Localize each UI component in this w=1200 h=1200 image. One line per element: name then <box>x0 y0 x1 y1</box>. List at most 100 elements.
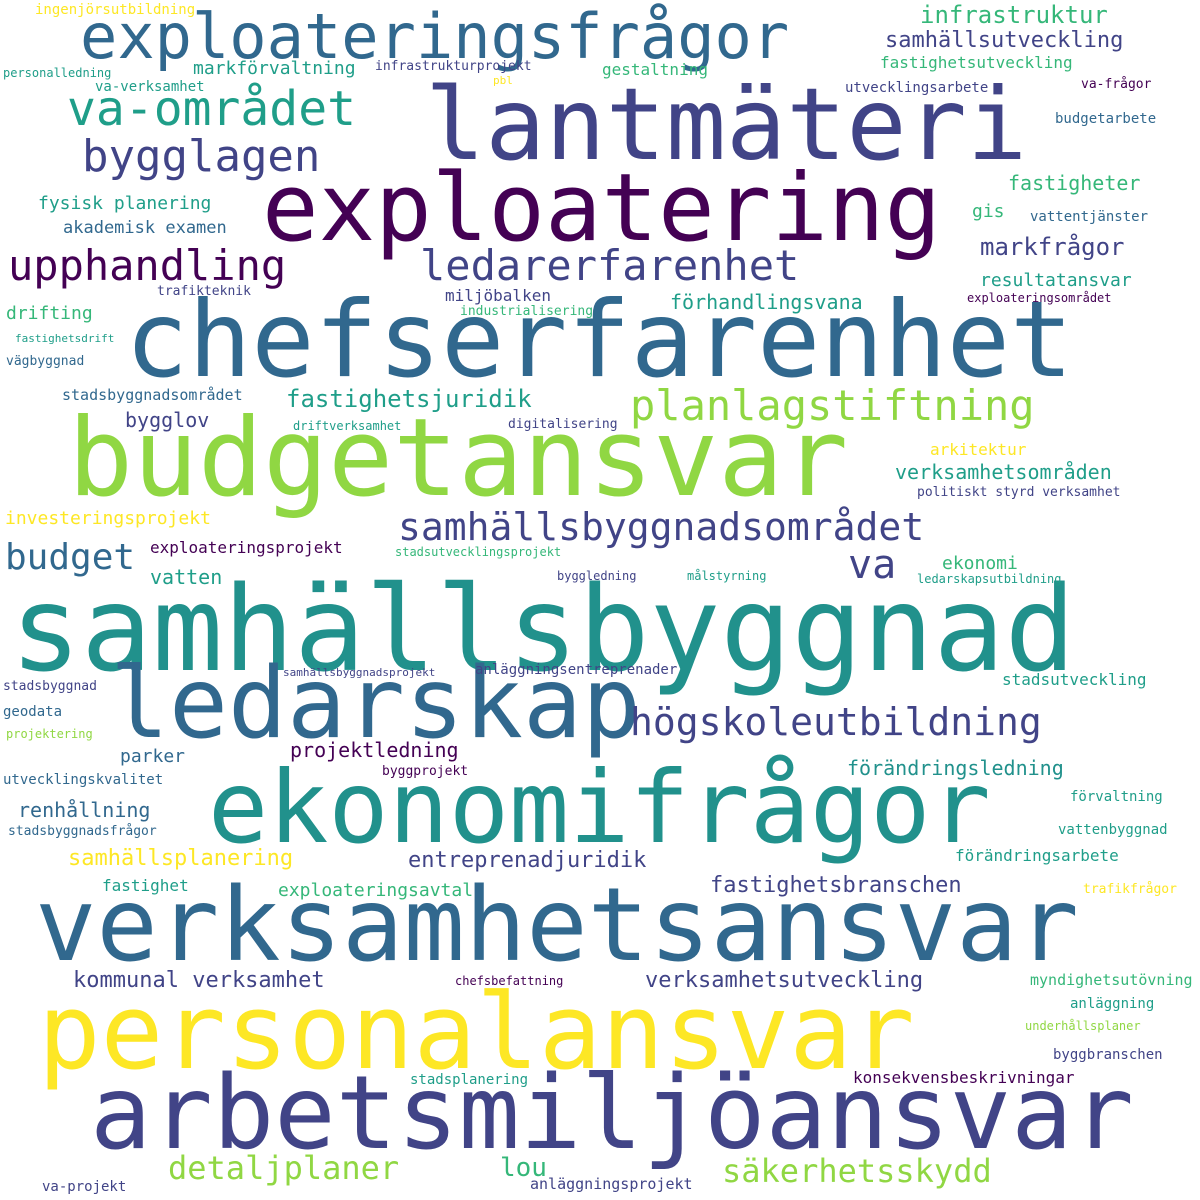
cloud-word: byggledning <box>557 569 637 583</box>
cloud-word: gestaltning <box>602 60 708 79</box>
cloud-word: markfrågor <box>980 233 1125 261</box>
cloud-word: detaljplaner <box>168 1149 400 1187</box>
cloud-word: politiskt styrd verksamhet <box>917 485 1121 500</box>
cloud-word: samhällsutveckling <box>885 28 1124 53</box>
cloud-word: stadsbyggnad <box>3 679 97 694</box>
cloud-word: exploateringsfrågor <box>80 0 790 73</box>
cloud-word: markförvaltning <box>193 58 356 79</box>
cloud-word: upphandling <box>8 241 287 290</box>
cloud-word: arbetsmiljöansvar <box>90 1054 1134 1173</box>
cloud-word: va <box>848 542 897 588</box>
cloud-word: ingenjörsutbildning <box>35 2 196 18</box>
cloud-word: samhällsbyggnadsprojekt <box>283 666 436 679</box>
cloud-word: verksamhetsområden <box>895 460 1112 484</box>
cloud-word: exploateringsavtal <box>278 880 474 901</box>
cloud-word: personalansvar <box>38 971 915 1093</box>
cloud-word: akademisk examen <box>63 218 227 238</box>
cloud-word: verksamhetsansvar <box>35 866 1079 985</box>
cloud-word: driftverksamhet <box>293 419 402 433</box>
cloud-word: projektering <box>6 727 93 741</box>
cloud-word: bygglov <box>125 408 210 432</box>
cloud-word: stadsutvecklingsprojekt <box>395 545 562 559</box>
cloud-word: ekonomifrågor <box>208 749 991 866</box>
cloud-word: underhållsplaner <box>1025 1019 1141 1033</box>
cloud-word: fysisk planering <box>38 193 212 214</box>
cloud-word: ledarerfarenhet <box>420 241 800 290</box>
cloud-word: va-området <box>67 81 356 137</box>
cloud-word: ekonomi <box>942 553 1018 574</box>
cloud-word: förändringsledning <box>847 756 1064 780</box>
cloud-word: byggbranschen <box>1053 1047 1163 1063</box>
cloud-word: drifting <box>6 303 93 324</box>
cloud-word: pbl <box>493 74 513 87</box>
cloud-word: stadsutveckling <box>1002 670 1147 689</box>
cloud-word: lou <box>500 1153 547 1183</box>
cloud-word: entreprenadjuridik <box>408 848 647 873</box>
cloud-word: högskoleutbildning <box>630 700 1042 744</box>
cloud-word: förvaltning <box>1070 789 1163 805</box>
cloud-word: gis <box>972 201 1005 222</box>
cloud-word: byggprojekt <box>382 764 469 779</box>
cloud-word: exploatering <box>262 154 942 263</box>
cloud-word: arkitektur <box>930 440 1027 459</box>
cloud-word: anläggning <box>1070 996 1155 1012</box>
cloud-word: säkerhetsskydd <box>722 1152 992 1190</box>
cloud-word: vägbyggnad <box>6 354 85 369</box>
cloud-word: infrastruktur <box>920 1 1108 29</box>
cloud-word: vattentjänster <box>1030 209 1149 225</box>
cloud-word: infrastrukturprojekt <box>375 59 532 74</box>
cloud-word: samhällsbyggnadsområdet <box>398 505 925 549</box>
cloud-word: myndighetsutövning <box>1030 971 1193 989</box>
cloud-word: chefsbefattning <box>455 974 564 988</box>
cloud-word: budget <box>5 537 136 578</box>
cloud-word: renhållning <box>18 798 151 822</box>
cloud-word: fastighetsutveckling <box>880 53 1073 72</box>
cloud-word: ledarskapsutbildning <box>917 572 1062 586</box>
cloud-word: fastighetsjuridik <box>286 385 532 413</box>
cloud-word: verksamhetsutveckling <box>645 968 924 993</box>
cloud-word: kommunal verksamhet <box>73 968 325 993</box>
cloud-word: personalledning <box>3 66 112 80</box>
cloud-word: stadsbyggnadsfrågor <box>8 824 157 839</box>
cloud-word: chefserfarenhet <box>125 279 1074 401</box>
cloud-word: va-verksamhet <box>95 79 205 95</box>
cloud-word: stadsplanering <box>410 1072 529 1088</box>
cloud-word: lantmäteri <box>425 66 1028 183</box>
cloud-word: anläggningsprojekt <box>530 1175 693 1193</box>
cloud-word: trafikfrågor <box>1083 882 1177 897</box>
cloud-word: resultatansvar <box>980 270 1132 291</box>
cloud-word: trafikteknik <box>157 284 251 299</box>
cloud-word: exploateringsområdet <box>967 291 1112 305</box>
cloud-word: digitalisering <box>508 417 618 432</box>
cloud-word: geodata <box>3 704 63 720</box>
cloud-word: investeringsprojekt <box>5 508 211 529</box>
cloud-word: målstyrning <box>687 569 767 583</box>
cloud-word: ledarskap <box>110 647 642 761</box>
cloud-word: samhällsbyggnad <box>10 560 1076 698</box>
cloud-word: samhällsplanering <box>68 846 294 871</box>
cloud-word: anläggningsentreprenader <box>475 662 678 678</box>
cloud-word: vattenbyggnad <box>1058 822 1168 838</box>
cloud-word: bygglagen <box>82 131 321 182</box>
cloud-word: konsekvensbeskrivningar <box>853 1068 1075 1087</box>
cloud-word: miljöbalken <box>445 286 551 305</box>
cloud-word: förhandlingsvana <box>670 290 863 314</box>
cloud-word: budgetarbete <box>1055 111 1157 127</box>
cloud-word: fastigheter <box>1008 171 1141 195</box>
cloud-word: industrialisering <box>460 304 594 319</box>
cloud-word: vatten <box>150 565 223 589</box>
cloud-word: exploateringsprojekt <box>150 538 343 557</box>
cloud-word: va-projekt <box>42 1179 127 1195</box>
cloud-word: planlagstiftning <box>630 381 1035 430</box>
cloud-word: fastighetsdrift <box>15 332 115 345</box>
cloud-word: utvecklingsarbete <box>845 80 989 96</box>
cloud-word: budgetansvar <box>68 396 849 521</box>
cloud-word: förändringsarbete <box>955 846 1119 865</box>
cloud-word: projektledning <box>290 738 459 762</box>
cloud-word: stadsbyggnadsområdet <box>62 386 243 404</box>
cloud-word: parker <box>120 746 186 767</box>
cloud-word: utvecklingskvalitet <box>3 772 164 788</box>
cloud-word: fastighet <box>102 876 189 895</box>
cloud-word: fastighetsbranschen <box>710 873 962 898</box>
